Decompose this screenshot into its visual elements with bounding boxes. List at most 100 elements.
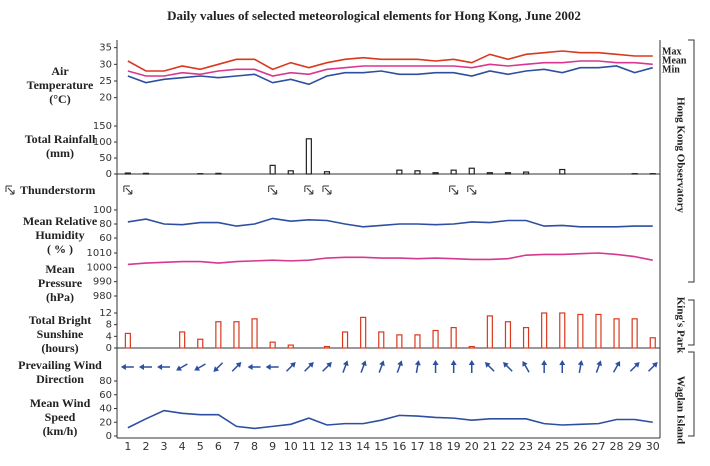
x-tick-label: 28	[610, 440, 624, 453]
x-tick-label: 1	[124, 440, 131, 453]
bar	[305, 138, 312, 175]
y-tick-label: 0	[106, 169, 112, 180]
arrow-head	[432, 360, 439, 365]
panel-label: (mm)	[46, 146, 74, 160]
x-tick-label: 5	[197, 440, 204, 453]
arrow-head	[559, 360, 566, 365]
bar	[559, 168, 566, 175]
y-tick-label: 12	[99, 308, 112, 319]
panel-label: Sunshine	[37, 327, 84, 341]
y-tick-label: 20	[99, 93, 112, 104]
panel-label: Total Rainfall	[25, 132, 96, 146]
arrow-head	[596, 360, 602, 367]
line	[127, 409, 653, 430]
bar	[486, 172, 493, 175]
x-tick-label: 11	[302, 440, 316, 453]
wind-arrow	[322, 362, 332, 372]
thunderstorm	[304, 185, 314, 195]
wind-arrow	[138, 364, 152, 370]
legend-entry: Mean	[662, 55, 687, 66]
x-tick-label: 29	[628, 440, 642, 453]
panel-label: Mean Wind	[30, 396, 91, 410]
wind-arrow	[265, 364, 279, 370]
wind-arrow	[378, 360, 385, 373]
y-tick-label: 980	[93, 291, 112, 302]
panel-label: Direction	[36, 372, 84, 386]
panel-label: Temperature	[27, 78, 94, 92]
thunderstorm	[322, 185, 332, 195]
x-tick-label: 7	[233, 440, 240, 453]
station-label: Hong Kong Observatory	[674, 97, 686, 214]
y-tick-label: 100	[93, 137, 112, 148]
bar	[179, 331, 186, 349]
wind-arrow	[360, 360, 367, 373]
y-tick-label: 60	[99, 390, 112, 401]
arrow-head	[468, 360, 475, 365]
panel-label: Air	[51, 64, 69, 78]
bar	[233, 321, 240, 349]
station-bracket	[688, 39, 695, 283]
panel-label: (°C)	[49, 92, 70, 106]
x-tick-label: 6	[215, 440, 222, 453]
bar	[323, 345, 331, 349]
arrow-head	[652, 362, 658, 368]
bar	[360, 316, 367, 349]
y-tick-label: 150	[93, 121, 112, 132]
y-tick-label: 25	[99, 76, 112, 87]
arrow-head	[484, 362, 491, 368]
x-tick-label: 25	[555, 440, 569, 453]
y-tick-label: 1000	[87, 262, 112, 273]
arrow-head	[213, 366, 220, 372]
wind-arrow	[541, 360, 548, 373]
line	[127, 217, 653, 228]
station-label: Waglan Island	[674, 376, 686, 444]
y-tick-label: 0	[106, 343, 112, 354]
arrow-head	[247, 364, 253, 370]
panel-label: (hours)	[41, 341, 78, 355]
bar	[269, 341, 276, 349]
arrow-head	[379, 360, 385, 367]
bar	[432, 329, 439, 349]
arrow-head	[120, 364, 126, 370]
bar	[522, 326, 530, 349]
panel-label: Prevailing Wind	[18, 358, 102, 372]
thunderstorm	[268, 185, 278, 195]
line	[127, 65, 653, 86]
bar	[378, 331, 385, 349]
arrow-head	[194, 365, 201, 371]
panel-label: (hPa)	[46, 290, 74, 304]
arrow-head	[326, 362, 332, 368]
panel-label: ( % )	[47, 242, 73, 256]
thunderstorm	[467, 185, 477, 195]
line	[127, 252, 653, 266]
bar	[124, 172, 131, 175]
bar	[414, 334, 421, 349]
y-tick-label: 8	[106, 320, 112, 331]
bar	[287, 170, 294, 175]
line	[127, 50, 653, 72]
arrow-head	[342, 360, 349, 367]
x-tick-label: 18	[429, 440, 443, 453]
wind-arrow	[522, 360, 530, 373]
arrow-head	[397, 360, 403, 367]
x-tick-label: 26	[573, 440, 587, 453]
bar	[468, 345, 475, 349]
panel-label: Pressure	[38, 276, 83, 290]
panel-label: Speed	[45, 410, 76, 424]
x-tick-label: 14	[356, 440, 370, 453]
arrow-head	[577, 360, 584, 366]
x-tick-label: 3	[161, 440, 168, 453]
arrow-head	[361, 360, 367, 367]
bar	[631, 318, 638, 349]
y-tick-label: 990	[93, 277, 112, 288]
y-tick-label: 1010	[87, 248, 112, 259]
x-tick-label: 8	[251, 440, 258, 453]
x-tick-label: 4	[179, 440, 186, 453]
arrow-head	[450, 360, 457, 365]
bar	[396, 169, 403, 175]
wind-arrow	[176, 363, 188, 371]
station-bracket	[688, 351, 695, 437]
wind-arrow	[194, 363, 206, 371]
wind-arrow	[342, 360, 349, 373]
